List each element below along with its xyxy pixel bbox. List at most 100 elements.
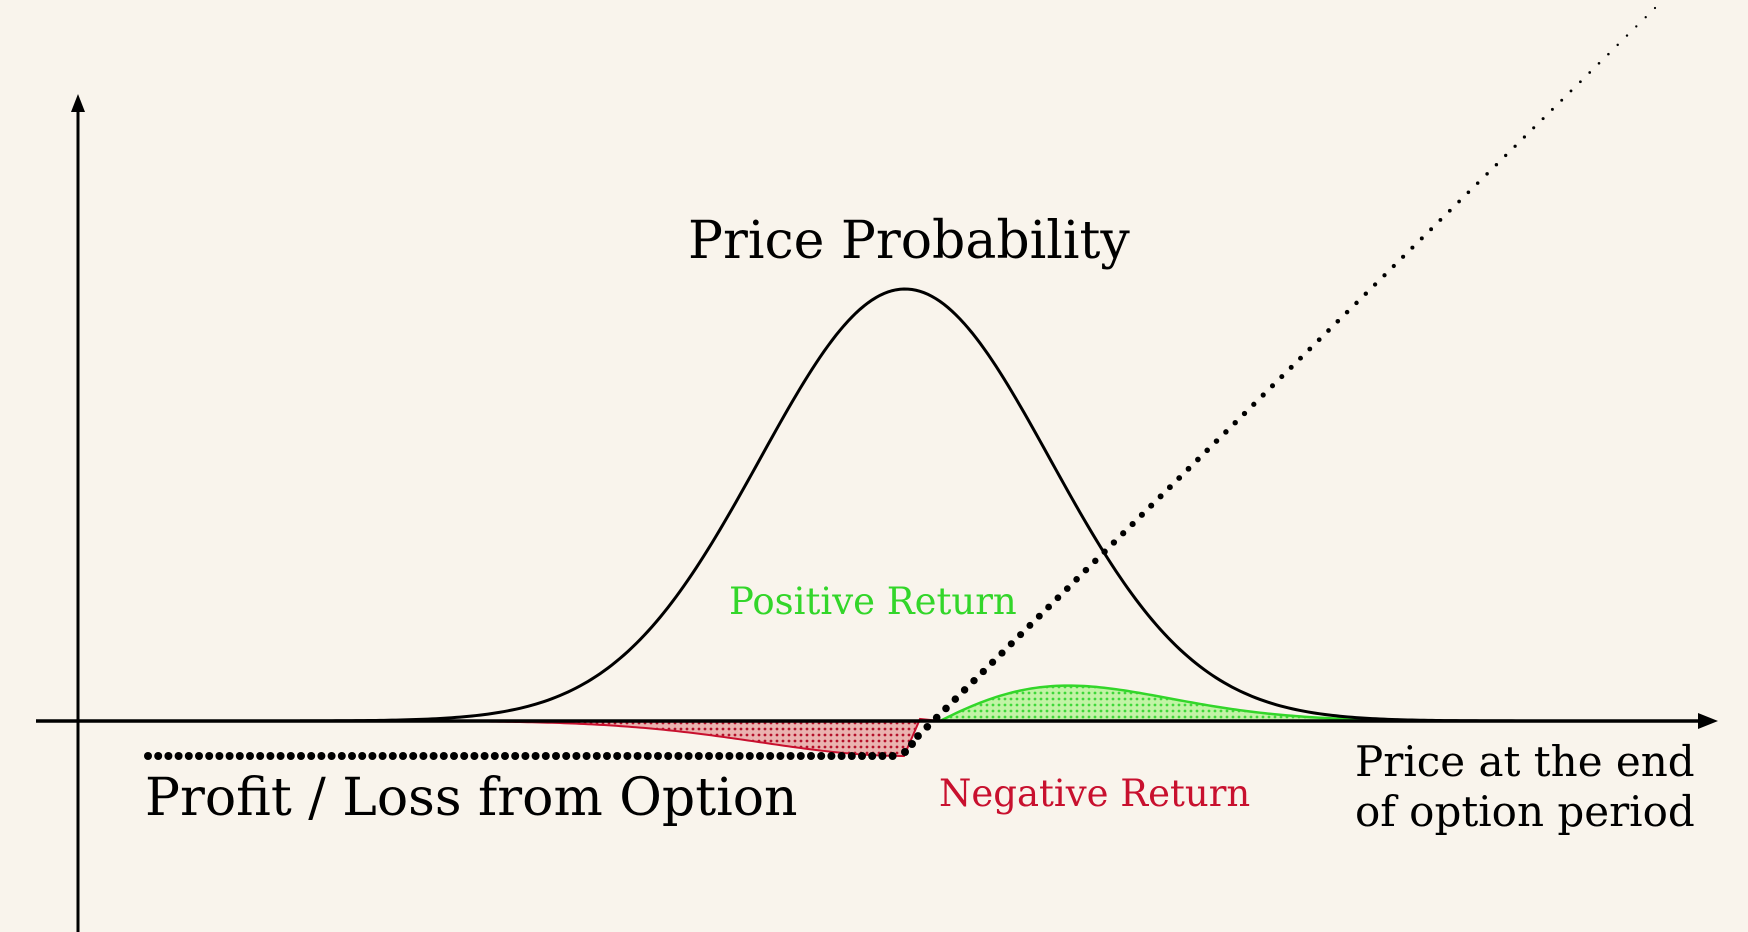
payoff-dot — [1120, 530, 1127, 537]
payoff-dot — [399, 752, 407, 760]
payoff-dot — [1429, 227, 1434, 232]
payoff-dot — [348, 752, 356, 760]
payoff-dot — [439, 752, 448, 760]
payoff-dot — [1148, 502, 1155, 509]
payoff-dot — [705, 752, 713, 760]
payoff-dot — [827, 752, 836, 760]
positive-return-area — [939, 684, 1411, 723]
payoff-dot — [1597, 61, 1601, 65]
payoff-dot — [572, 752, 581, 760]
payoff-dot — [1157, 493, 1164, 500]
payoff-dot — [1382, 273, 1387, 278]
payoff-dot — [1653, 6, 1657, 10]
payoff-dot — [1241, 410, 1248, 417]
payoff-dot — [276, 752, 285, 760]
x-axis-label-line2: of option period — [1355, 787, 1695, 836]
payoff-dot — [847, 752, 856, 760]
payoff-dot — [541, 752, 550, 760]
payoff-dot — [562, 752, 571, 760]
payoff-dot — [1635, 25, 1638, 28]
payoff-dot — [908, 740, 916, 748]
payoff-dot — [1101, 548, 1108, 555]
payoff-dot — [246, 752, 254, 760]
payoff-dot — [776, 752, 785, 760]
payoff-dot — [1344, 309, 1350, 315]
payoff-dot — [664, 752, 673, 760]
payoff-dot — [1185, 465, 1192, 472]
payoff-dot — [951, 695, 960, 703]
payoff-dot — [817, 752, 826, 760]
payoff-dot — [184, 752, 193, 760]
payoff-dot — [490, 752, 499, 760]
payoff-dot — [378, 752, 387, 760]
y-axis-arrowhead — [71, 94, 85, 112]
payoff-dot — [979, 667, 987, 676]
payoff-dot — [256, 752, 265, 760]
payoff-dot — [337, 752, 346, 760]
payoff-dot — [1110, 539, 1118, 546]
payoff-dot — [1616, 43, 1619, 47]
payoff-dot — [480, 752, 489, 760]
payoff-dot — [745, 752, 754, 760]
payoff-dot — [998, 649, 1006, 657]
payoff-dot — [837, 752, 846, 760]
payoff-dot — [531, 752, 540, 760]
payoff-dot — [1035, 612, 1043, 620]
payoff-dot — [1532, 126, 1536, 130]
payoff-dot — [307, 752, 316, 760]
payoff-dot — [1092, 557, 1099, 565]
payoff-dot — [511, 752, 520, 760]
payoff-dot — [592, 752, 601, 760]
payoff-dot — [623, 752, 632, 760]
payoff-dot — [858, 752, 866, 760]
payoff-dot — [1073, 576, 1080, 583]
payoff-dot — [603, 752, 611, 760]
payoff-dot — [1579, 80, 1582, 84]
payoff-dot — [1288, 364, 1294, 370]
payoff-dot — [1494, 163, 1499, 167]
payoff-dot — [358, 752, 367, 760]
payoff-dot — [174, 752, 183, 760]
payoff-dot — [807, 752, 815, 760]
payoff-dot — [1223, 429, 1229, 435]
payoff-dot — [1054, 594, 1062, 602]
payoff-dot — [582, 752, 591, 760]
payoff-dot — [643, 752, 652, 760]
payoff-dot — [1307, 346, 1313, 352]
payoff-dot — [1335, 318, 1341, 324]
payoff-dot — [450, 752, 458, 760]
payoff-dot — [266, 752, 275, 760]
payoff-dot — [1316, 337, 1322, 343]
payoff-dot — [1213, 438, 1220, 444]
payoff-dot — [1082, 566, 1090, 574]
payoff-dot — [1279, 374, 1285, 380]
payoff-dot — [923, 722, 932, 731]
payoff-dot — [1260, 392, 1266, 398]
price-probability-curve — [299, 287, 1521, 723]
payoff-dot — [1541, 117, 1545, 121]
payoff-dot — [942, 704, 950, 713]
payoff-dot — [1251, 401, 1257, 407]
payoff-dot — [796, 752, 805, 760]
payoff-dot — [888, 752, 897, 760]
payoff-dot — [1204, 447, 1210, 454]
payoff-dot — [144, 752, 152, 760]
payoff-dot — [317, 752, 326, 760]
payoff-dot — [1588, 71, 1592, 74]
payoff-dot — [1354, 300, 1359, 306]
payoff-dot — [1447, 208, 1452, 213]
payoff-dot — [901, 748, 909, 756]
payoff-dot — [878, 752, 887, 760]
payoff-dot — [1232, 420, 1238, 426]
payoff-dot — [1625, 34, 1629, 37]
payoff-dot — [1475, 181, 1480, 185]
payoff-dot — [552, 752, 560, 760]
payoff-dot — [470, 752, 479, 760]
payoff-dot — [1298, 355, 1303, 361]
payoff-dot — [1607, 52, 1610, 56]
payoff-dot — [970, 677, 978, 685]
payoff-dot — [164, 752, 173, 760]
payoff-dot — [1269, 383, 1276, 389]
payoff-dot — [1410, 245, 1415, 250]
